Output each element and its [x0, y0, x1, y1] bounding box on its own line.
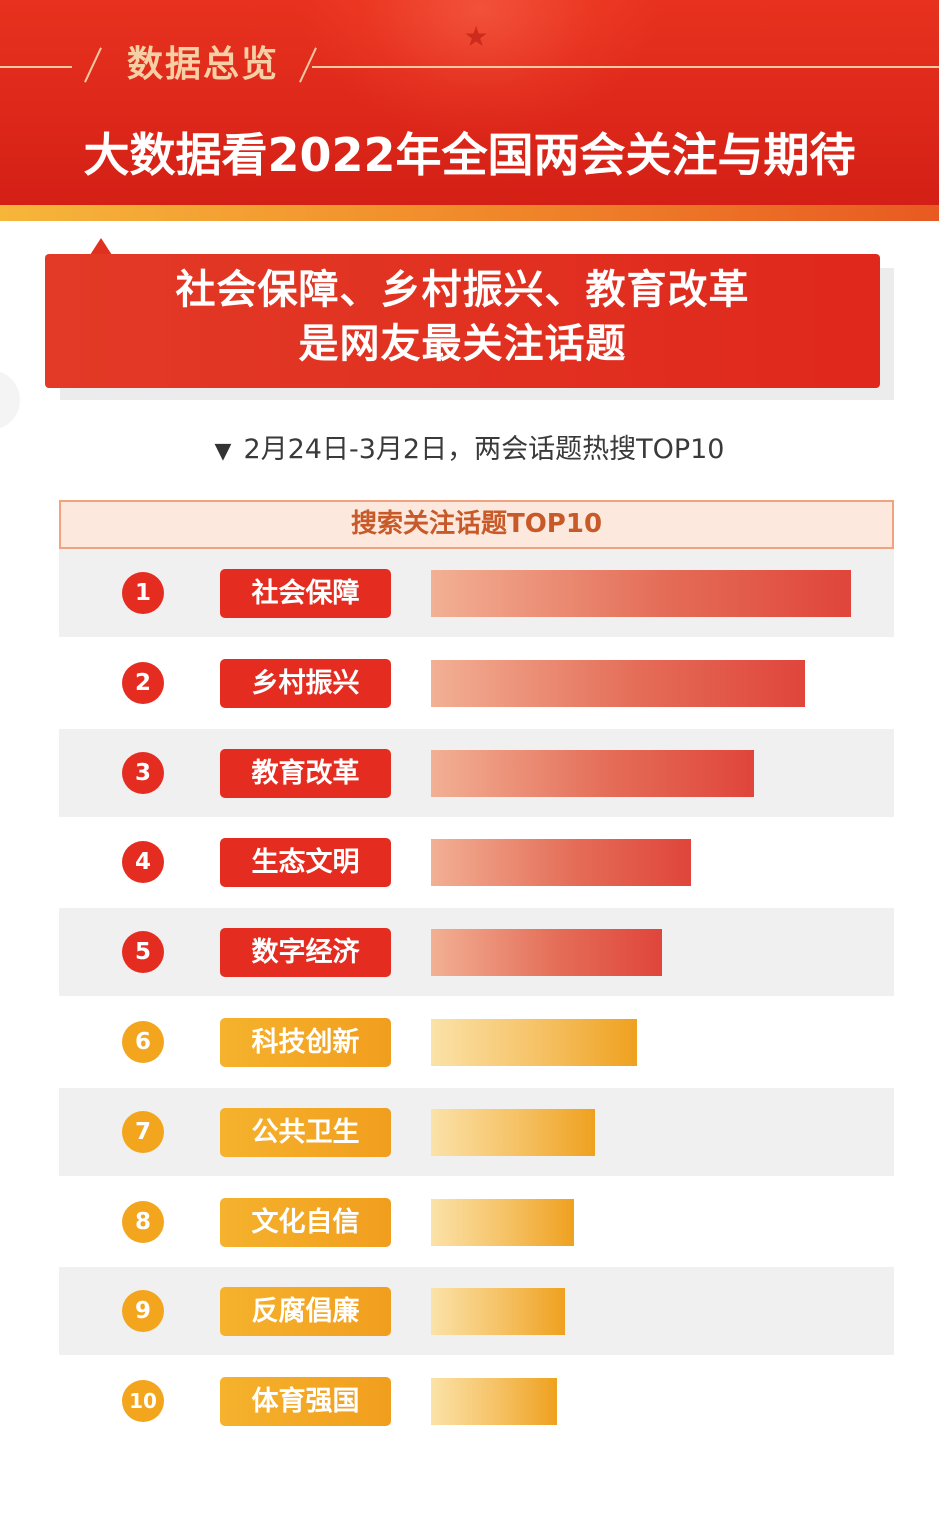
category-label: 生态文明: [220, 838, 391, 888]
callout-box: [45, 254, 880, 388]
rank-badge: 3: [122, 751, 164, 794]
section-label: 数据总览: [126, 44, 279, 85]
header-divider-right: [312, 66, 939, 68]
callout-line-2: 是网友最关注话题: [298, 321, 627, 367]
rank-badge: 7: [122, 1110, 164, 1153]
header-banner: ★ 数据总览 大数据看2022年全国两会关注与期待: [0, 0, 939, 205]
rank-badge: 1: [122, 572, 164, 614]
bar: [431, 929, 662, 977]
triangle-down-icon: ▼: [214, 439, 232, 464]
category-label: 体育强国: [220, 1377, 391, 1427]
bar: [431, 570, 851, 617]
category-label: 科技创新: [220, 1018, 391, 1067]
page-title: 大数据看2022年全国两会关注与期待: [83, 128, 856, 182]
bar: [431, 659, 805, 707]
rank-badge: 6: [122, 1021, 164, 1063]
category-label: 数字经济: [220, 928, 391, 978]
rank-badge: 9: [122, 1290, 164, 1333]
header-stripe: [0, 205, 939, 221]
rank-badge: 10: [122, 1380, 164, 1423]
category-label: 乡村振兴: [220, 658, 391, 708]
bar: [431, 1378, 557, 1426]
bar: [431, 1019, 637, 1066]
chart-subtitle: ▼ 2月24日-3月2日，两会话题热搜TOP10: [0, 430, 939, 470]
rank-badge: 2: [122, 661, 164, 704]
category-label: 公共卫生: [220, 1107, 391, 1157]
chart-title: 搜索关注话题TOP10: [59, 500, 894, 549]
bar: [431, 1198, 574, 1246]
callout-line-1: 社会保障、乡村振兴、教育改革: [175, 267, 750, 313]
bar: [431, 1288, 565, 1336]
decorative-circle: [0, 370, 20, 430]
bar: [431, 1108, 595, 1156]
category-label: 反腐倡廉: [220, 1287, 391, 1337]
bar: [431, 749, 754, 797]
callout-pointer-icon: [90, 238, 112, 255]
rank-badge: 4: [122, 841, 164, 884]
subtitle-text: 2月24日-3月2日，两会话题热搜TOP10: [243, 434, 725, 465]
category-label: 教育改革: [220, 748, 391, 798]
star-icon: ★: [463, 20, 489, 53]
bar: [431, 839, 691, 887]
rank-badge: 8: [122, 1200, 164, 1243]
rank-badge: 5: [122, 931, 164, 974]
header-divider-left: [0, 66, 72, 68]
category-label: 社会保障: [220, 569, 391, 618]
category-label: 文化自信: [220, 1197, 391, 1247]
